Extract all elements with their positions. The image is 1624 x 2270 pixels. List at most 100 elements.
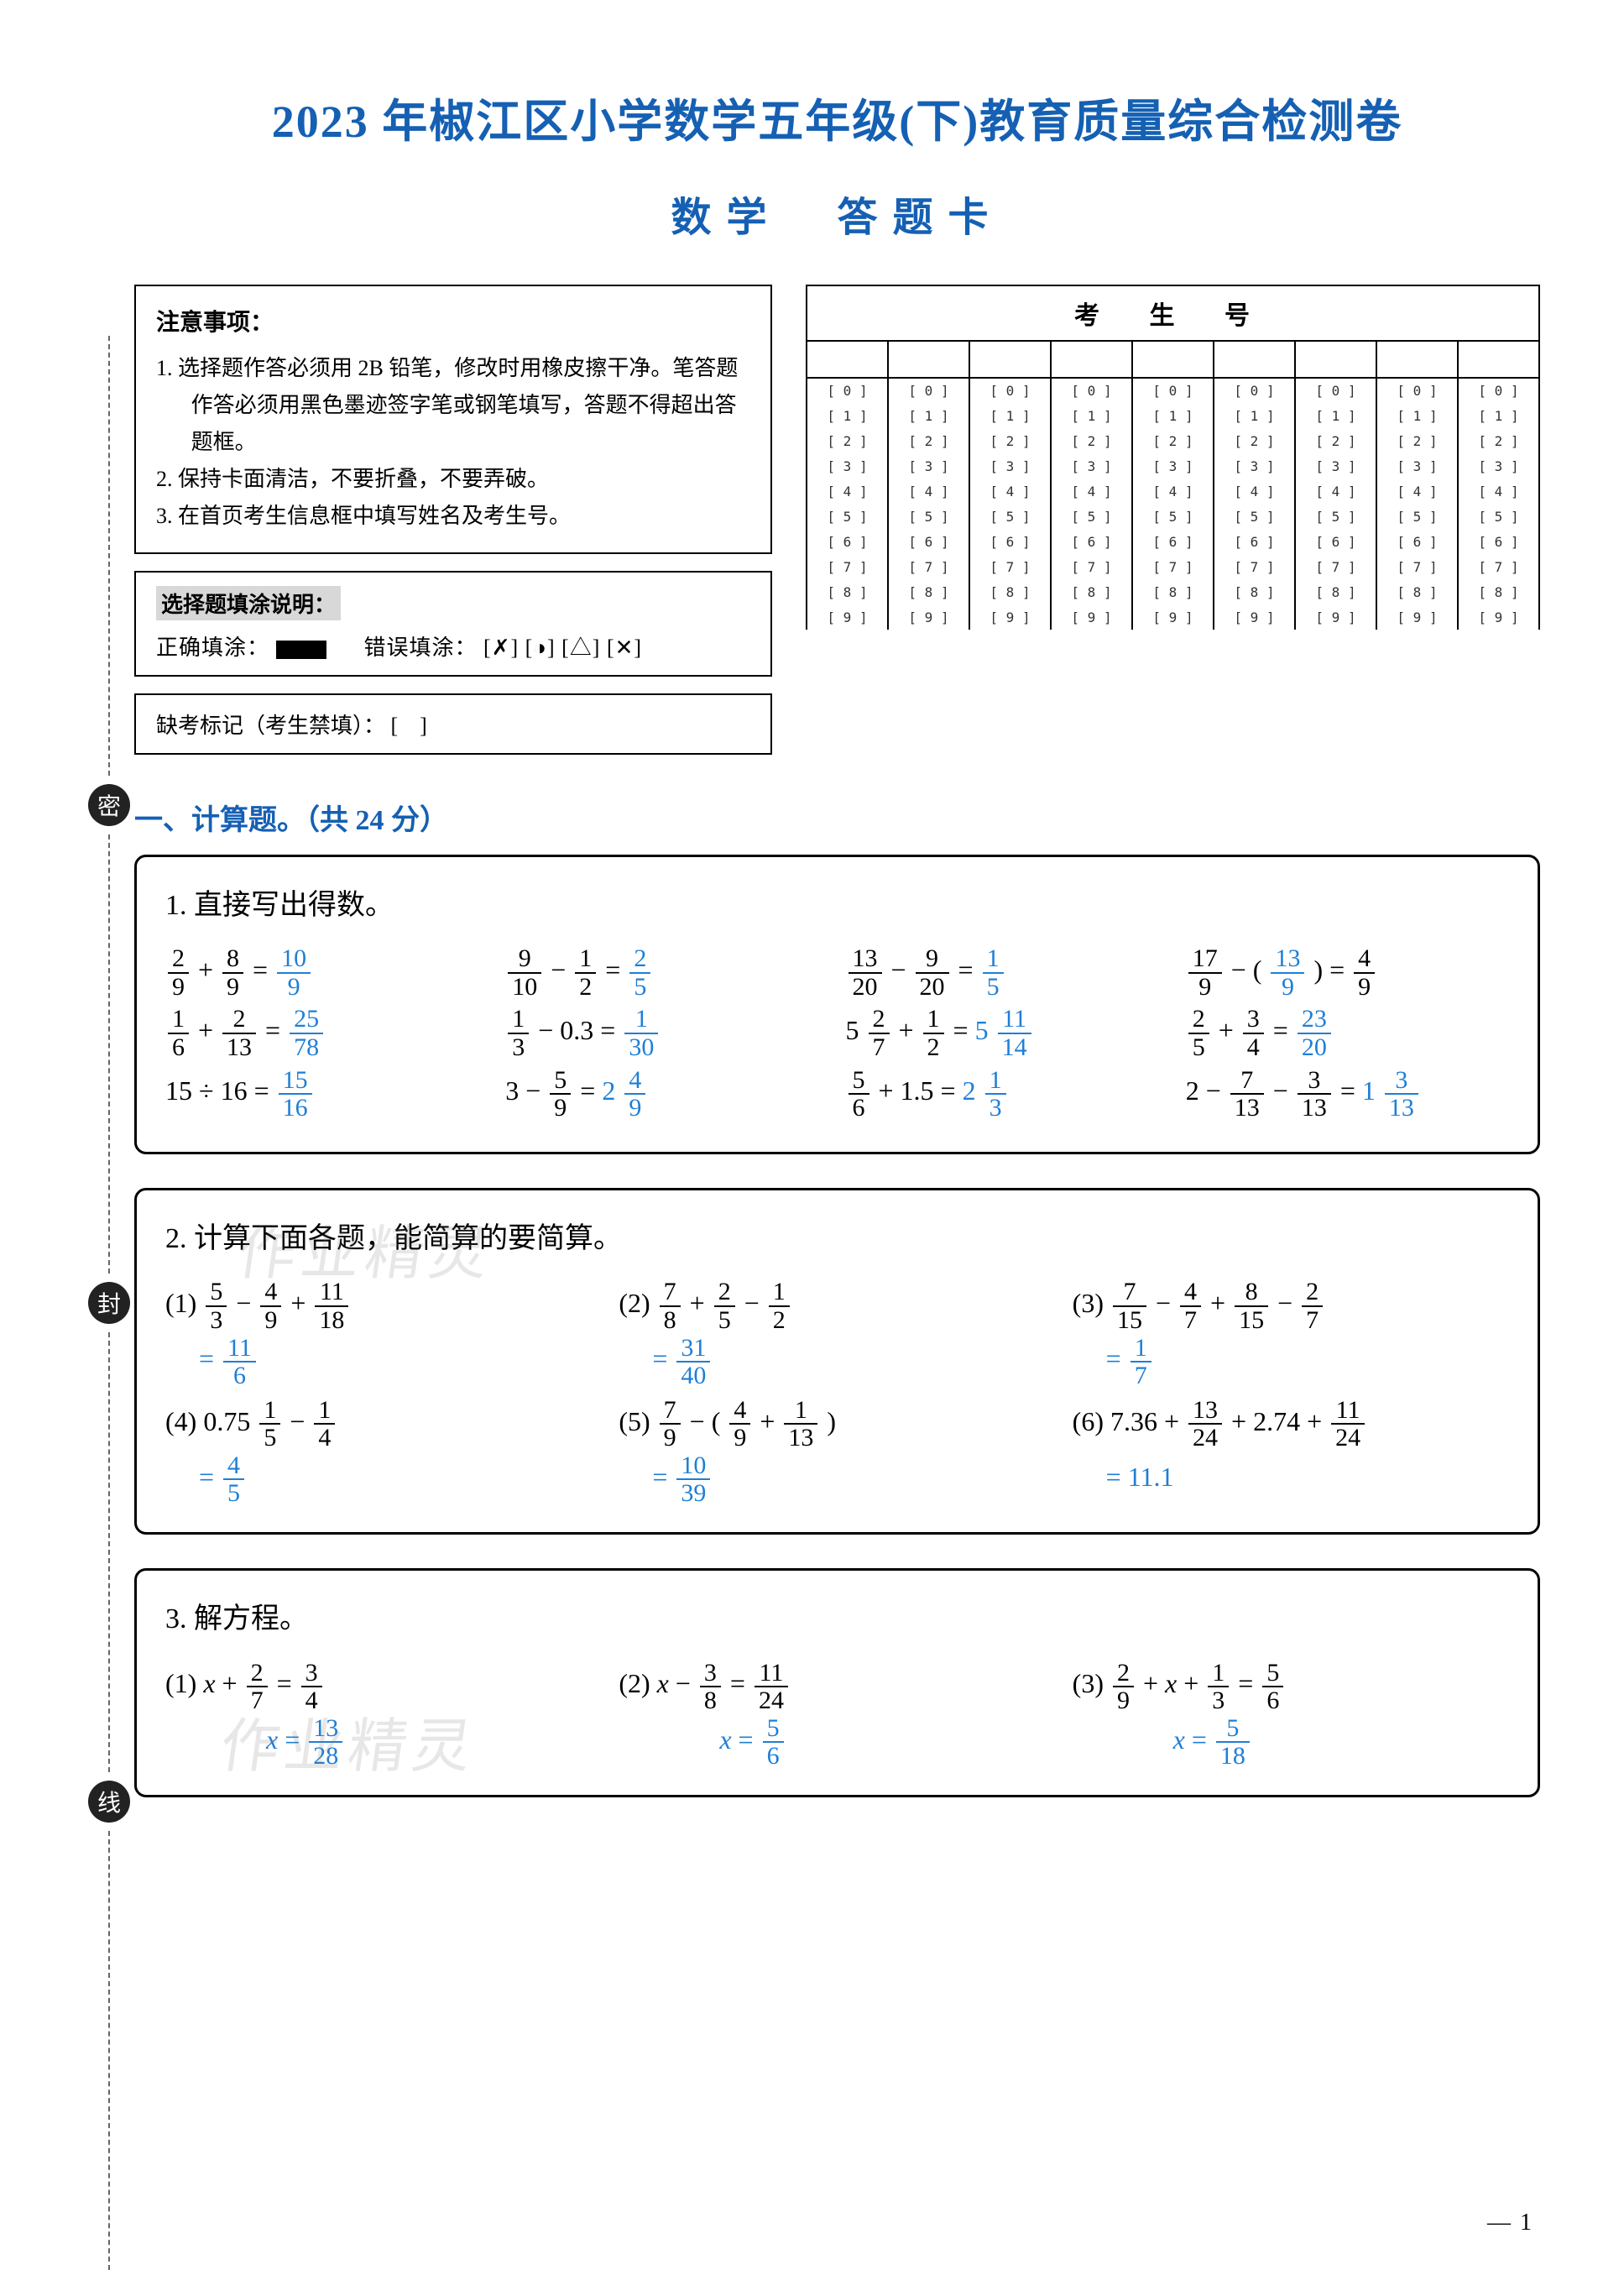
ksh-bubble-cell[interactable]: [ 9 ] [1214, 604, 1295, 630]
ksh-bubble-cell[interactable]: [ 0 ] [807, 378, 888, 403]
ksh-bubble-cell[interactable]: [ 9 ] [807, 604, 888, 630]
ksh-bubble-cell[interactable]: [ 1 ] [1132, 403, 1214, 428]
ksh-bubble-cell[interactable]: [ 1 ] [969, 403, 1051, 428]
ksh-bubble-cell[interactable]: [ 5 ] [1214, 504, 1295, 529]
ksh-bubble-cell[interactable]: [ 4 ] [1295, 479, 1376, 504]
ksh-bubble-cell[interactable]: [ 9 ] [1051, 604, 1132, 630]
ksh-bubble-cell[interactable]: [ 7 ] [1132, 554, 1214, 579]
ksh-bubble-cell[interactable]: [ 0 ] [1376, 378, 1458, 403]
ksh-bubble-cell[interactable]: [ 2 ] [1458, 428, 1539, 453]
ksh-bubble-cell[interactable]: [ 2 ] [1132, 428, 1214, 453]
ksh-bubble-cell[interactable]: [ 5 ] [1458, 504, 1539, 529]
ksh-bubble-cell[interactable]: [ 7 ] [1295, 554, 1376, 579]
ksh-bubble-cell[interactable]: [ 2 ] [1295, 428, 1376, 453]
ksh-bubble-cell[interactable]: [ 8 ] [888, 579, 969, 604]
ksh-bubble-cell[interactable]: [ 5 ] [1295, 504, 1376, 529]
ksh-bubble-cell[interactable]: [ 6 ] [969, 529, 1051, 554]
ksh-bubble-cell[interactable]: [ 4 ] [969, 479, 1051, 504]
ksh-bubble-cell[interactable]: [ 6 ] [1376, 529, 1458, 554]
ksh-bubble-cell[interactable]: [ 8 ] [1132, 579, 1214, 604]
ksh-bubble-cell[interactable]: [ 6 ] [1295, 529, 1376, 554]
ksh-bubble-cell[interactable]: [ 9 ] [1295, 604, 1376, 630]
ksh-write-row[interactable] [807, 341, 1539, 378]
ksh-bubble-cell[interactable]: [ 4 ] [888, 479, 969, 504]
ksh-bubble-cell[interactable]: [ 7 ] [807, 554, 888, 579]
ksh-bubble-cell[interactable]: [ 8 ] [1051, 579, 1132, 604]
ksh-bubble-cell[interactable]: [ 3 ] [1458, 453, 1539, 479]
ksh-bubble-cell[interactable]: [ 3 ] [1214, 453, 1295, 479]
ksh-bubble-row[interactable]: [ 4 ][ 4 ][ 4 ][ 4 ][ 4 ][ 4 ][ 4 ][ 4 ]… [807, 479, 1539, 504]
ksh-bubble-cell[interactable]: [ 6 ] [888, 529, 969, 554]
ksh-bubble-cell[interactable]: [ 6 ] [1051, 529, 1132, 554]
ksh-bubble-cell[interactable]: [ 8 ] [1458, 579, 1539, 604]
ksh-bubble-cell[interactable]: [ 8 ] [1214, 579, 1295, 604]
ksh-bubble-cell[interactable]: [ 8 ] [969, 579, 1051, 604]
ksh-bubble-row[interactable]: [ 2 ][ 2 ][ 2 ][ 2 ][ 2 ][ 2 ][ 2 ][ 2 ]… [807, 428, 1539, 453]
ksh-bubble-cell[interactable]: [ 9 ] [888, 604, 969, 630]
ksh-bubble-row[interactable]: [ 5 ][ 5 ][ 5 ][ 5 ][ 5 ][ 5 ][ 5 ][ 5 ]… [807, 504, 1539, 529]
ksh-bubble-cell[interactable]: [ 4 ] [1376, 479, 1458, 504]
ksh-bubble-cell[interactable]: [ 3 ] [807, 453, 888, 479]
ksh-bubble-cell[interactable]: [ 2 ] [1214, 428, 1295, 453]
ksh-bubble-cell[interactable]: [ 1 ] [807, 403, 888, 428]
ksh-bubble-cell[interactable]: [ 7 ] [1214, 554, 1295, 579]
ksh-bubble-cell[interactable]: [ 0 ] [888, 378, 969, 403]
ksh-bubble-cell[interactable]: [ 2 ] [969, 428, 1051, 453]
ksh-bubble-cell[interactable]: [ 6 ] [1214, 529, 1295, 554]
ksh-bubble-cell[interactable]: [ 3 ] [1295, 453, 1376, 479]
ksh-bubble-row[interactable]: [ 6 ][ 6 ][ 6 ][ 6 ][ 6 ][ 6 ][ 6 ][ 6 ]… [807, 529, 1539, 554]
ksh-bubble-cell[interactable]: [ 4 ] [807, 479, 888, 504]
ksh-bubble-cell[interactable]: [ 7 ] [1376, 554, 1458, 579]
ksh-bubble-cell[interactable]: [ 3 ] [1051, 453, 1132, 479]
ksh-bubble-cell[interactable]: [ 4 ] [1214, 479, 1295, 504]
ksh-bubble-cell[interactable]: [ 8 ] [807, 579, 888, 604]
ksh-bubble-cell[interactable]: [ 7 ] [1051, 554, 1132, 579]
ksh-bubble-cell[interactable]: [ 0 ] [1458, 378, 1539, 403]
ksh-bubble-cell[interactable]: [ 0 ] [969, 378, 1051, 403]
ksh-bubble-cell[interactable]: [ 2 ] [888, 428, 969, 453]
ksh-bubble-cell[interactable]: [ 9 ] [1458, 604, 1539, 630]
ksh-bubble-cell[interactable]: [ 5 ] [1376, 504, 1458, 529]
ksh-bubble-row[interactable]: [ 1 ][ 1 ][ 1 ][ 1 ][ 1 ][ 1 ][ 1 ][ 1 ]… [807, 403, 1539, 428]
ksh-bubble-cell[interactable]: [ 2 ] [1376, 428, 1458, 453]
ksh-bubble-cell[interactable]: [ 4 ] [1458, 479, 1539, 504]
ksh-bubble-row[interactable]: [ 3 ][ 3 ][ 3 ][ 3 ][ 3 ][ 3 ][ 3 ][ 3 ]… [807, 453, 1539, 479]
ksh-bubble-cell[interactable]: [ 5 ] [888, 504, 969, 529]
ksh-bubble-cell[interactable]: [ 3 ] [1376, 453, 1458, 479]
ksh-bubble-cell[interactable]: [ 0 ] [1295, 378, 1376, 403]
ksh-bubble-cell[interactable]: [ 1 ] [1295, 403, 1376, 428]
ksh-bubble-cell[interactable]: [ 8 ] [1295, 579, 1376, 604]
ksh-bubble-cell[interactable]: [ 1 ] [1458, 403, 1539, 428]
ksh-bubble-row[interactable]: [ 8 ][ 8 ][ 8 ][ 8 ][ 8 ][ 8 ][ 8 ][ 8 ]… [807, 579, 1539, 604]
ksh-bubble-row[interactable]: [ 9 ][ 9 ][ 9 ][ 9 ][ 9 ][ 9 ][ 9 ][ 9 ]… [807, 604, 1539, 630]
ksh-bubble-cell[interactable]: [ 9 ] [1376, 604, 1458, 630]
ksh-bubble-cell[interactable]: [ 5 ] [1051, 504, 1132, 529]
ksh-bubble-row[interactable]: [ 0 ][ 0 ][ 0 ][ 0 ][ 0 ][ 0 ][ 0 ][ 0 ]… [807, 378, 1539, 403]
ksh-bubble-cell[interactable]: [ 7 ] [888, 554, 969, 579]
ksh-bubble-cell[interactable]: [ 5 ] [1132, 504, 1214, 529]
ksh-bubble-cell[interactable]: [ 6 ] [1458, 529, 1539, 554]
ksh-bubble-row[interactable]: [ 7 ][ 7 ][ 7 ][ 7 ][ 7 ][ 7 ][ 7 ][ 7 ]… [807, 554, 1539, 579]
ksh-bubble-cell[interactable]: [ 9 ] [969, 604, 1051, 630]
ksh-bubble-cell[interactable]: [ 1 ] [1214, 403, 1295, 428]
ksh-bubble-cell[interactable]: [ 0 ] [1132, 378, 1214, 403]
ksh-bubble-cell[interactable]: [ 6 ] [807, 529, 888, 554]
ksh-bubble-cell[interactable]: [ 1 ] [888, 403, 969, 428]
ksh-bubble-cell[interactable]: [ 5 ] [969, 504, 1051, 529]
ksh-bubble-cell[interactable]: [ 3 ] [969, 453, 1051, 479]
ksh-bubble-cell[interactable]: [ 6 ] [1132, 529, 1214, 554]
ksh-bubble-cell[interactable]: [ 5 ] [807, 504, 888, 529]
ksh-bubble-cell[interactable]: [ 1 ] [1051, 403, 1132, 428]
ksh-bubble-cell[interactable]: [ 4 ] [1051, 479, 1132, 504]
ksh-bubble-cell[interactable]: [ 9 ] [1132, 604, 1214, 630]
ksh-bubble-cell[interactable]: [ 2 ] [807, 428, 888, 453]
ksh-bubble-cell[interactable]: [ 1 ] [1376, 403, 1458, 428]
ksh-bubble-cell[interactable]: [ 4 ] [1132, 479, 1214, 504]
ksh-bubble-cell[interactable]: [ 0 ] [1214, 378, 1295, 403]
ksh-bubble-cell[interactable]: [ 3 ] [888, 453, 969, 479]
ksh-bubble-cell[interactable]: [ 2 ] [1051, 428, 1132, 453]
ksh-bubble-cell[interactable]: [ 3 ] [1132, 453, 1214, 479]
ksh-bubble-cell[interactable]: [ 7 ] [969, 554, 1051, 579]
ksh-bubble-cell[interactable]: [ 8 ] [1376, 579, 1458, 604]
ksh-bubble-cell[interactable]: [ 7 ] [1458, 554, 1539, 579]
